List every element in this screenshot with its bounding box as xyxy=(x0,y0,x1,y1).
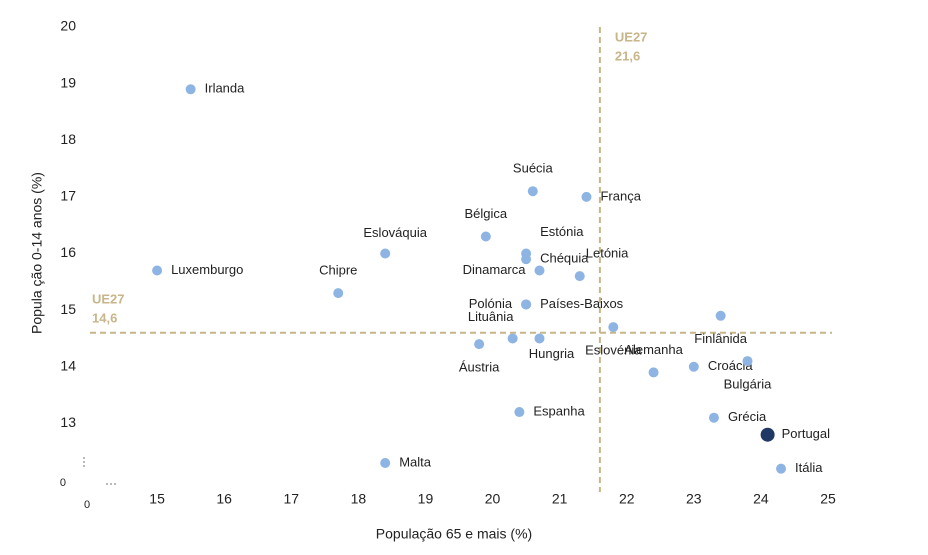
x-tick-label: 23 xyxy=(686,491,702,507)
point-label: Alemanha xyxy=(624,342,683,357)
y-tick-label: 18 xyxy=(60,131,76,147)
point-label: Grécia xyxy=(728,409,767,424)
point-label: Chéquia xyxy=(540,251,589,266)
x-tick-label: 21 xyxy=(552,491,568,507)
point-label: Itália xyxy=(795,460,823,475)
y-tick-label: 0 xyxy=(60,477,66,489)
point xyxy=(514,407,525,418)
point xyxy=(688,361,699,372)
point-label: Letónia xyxy=(586,246,629,261)
point-label: Chipre xyxy=(319,263,357,278)
point-label: Dinamarca xyxy=(463,262,527,277)
x-tick-label: 0 xyxy=(84,499,90,511)
point xyxy=(708,412,719,423)
point-label: Estónia xyxy=(540,224,584,239)
point-label: Bulgária xyxy=(724,377,772,392)
x-tick-label: 24 xyxy=(753,491,769,507)
y-tick-label: 20 xyxy=(60,18,76,34)
point xyxy=(480,231,491,242)
reference-label: UE27 xyxy=(92,291,125,306)
point-label: Eslováquia xyxy=(363,225,427,240)
y-tick-label: 13 xyxy=(60,414,76,430)
point xyxy=(185,84,196,95)
point xyxy=(534,265,545,276)
point xyxy=(581,191,592,202)
point xyxy=(715,310,726,321)
point-label: Finlânida xyxy=(694,331,748,346)
y-tick-label: 15 xyxy=(60,301,76,317)
point xyxy=(527,186,538,197)
reference-label: 21,6 xyxy=(615,48,640,63)
y-axis-title: Popula ção 0-14 anos (%) xyxy=(29,172,45,334)
x-tick-label: 16 xyxy=(216,491,232,507)
point-label: Irlanda xyxy=(205,81,246,96)
point-label: Áustria xyxy=(459,360,500,375)
point xyxy=(760,427,775,442)
point-label: França xyxy=(600,188,641,203)
point-label: Bélgica xyxy=(465,206,508,221)
point xyxy=(380,458,391,469)
point-label: Malta xyxy=(399,454,432,469)
point xyxy=(574,271,585,282)
point-label: Países-Baixos xyxy=(540,296,624,311)
x-axis-title: População 65 e mais (%) xyxy=(376,526,532,542)
point-label: Lituânia xyxy=(468,309,514,324)
point-label: Hungria xyxy=(529,346,575,361)
point xyxy=(152,265,163,276)
point xyxy=(521,299,532,310)
point xyxy=(474,339,485,350)
x-tick-label: 22 xyxy=(619,491,635,507)
point-label: Suécia xyxy=(513,161,554,176)
y-tick-label: 16 xyxy=(60,244,76,260)
point xyxy=(648,367,659,378)
x-tick-label: 20 xyxy=(485,491,501,507)
reference-label: 14,6 xyxy=(92,310,117,325)
axis-break xyxy=(83,457,116,485)
point xyxy=(521,254,532,265)
point xyxy=(742,356,753,367)
reference-label: UE27 xyxy=(615,29,648,44)
point-label: Eslovénia xyxy=(585,343,642,358)
point xyxy=(608,322,619,333)
point xyxy=(507,333,518,344)
point-label: Polónia xyxy=(469,296,513,311)
x-tick-label: 19 xyxy=(418,491,434,507)
point-label: Croácia xyxy=(708,358,754,373)
x-tick-label: 18 xyxy=(351,491,367,507)
y-tick-label: 14 xyxy=(60,357,76,373)
y-tick-label: 17 xyxy=(60,188,76,204)
x-tick-label: 25 xyxy=(820,491,836,507)
x-tick-label: 17 xyxy=(283,491,299,507)
point xyxy=(333,288,344,299)
point-label: Espanha xyxy=(533,403,585,418)
point-label: Luxemburgo xyxy=(171,262,243,277)
point xyxy=(380,248,391,259)
y-tick-label: 19 xyxy=(60,74,76,90)
x-tick-label: 15 xyxy=(149,491,165,507)
point xyxy=(534,333,545,344)
point xyxy=(776,463,787,474)
point-label: Portugal xyxy=(782,426,831,441)
